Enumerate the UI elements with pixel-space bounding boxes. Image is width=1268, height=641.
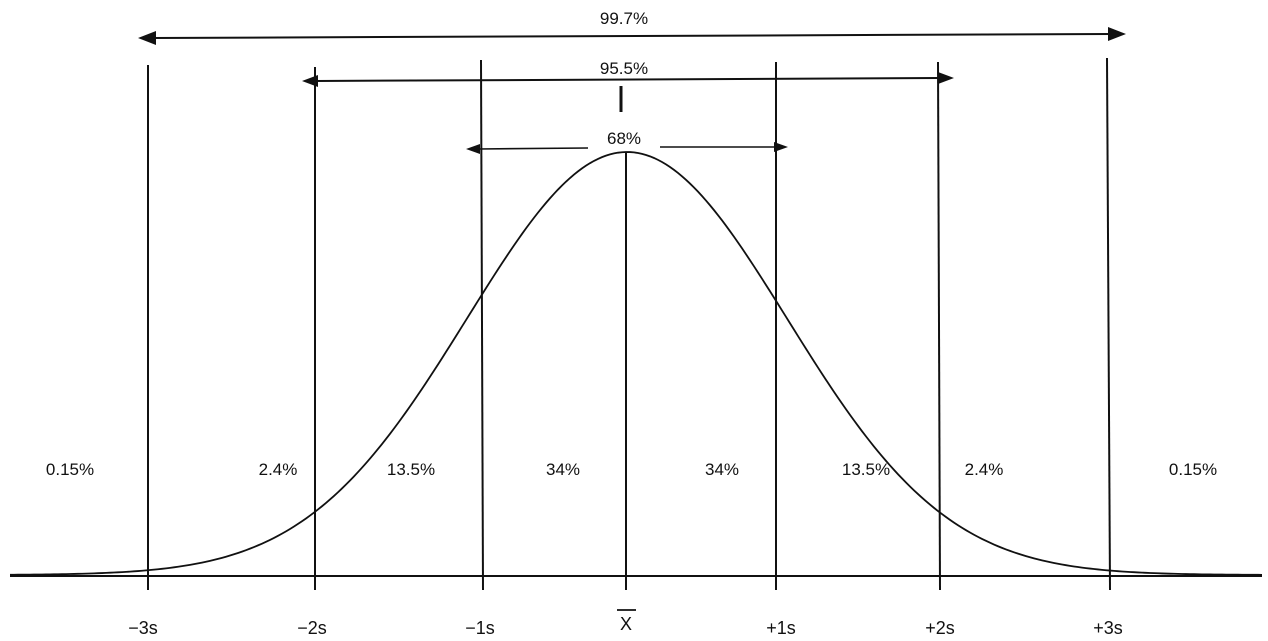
bracket-label-68: 68% (607, 129, 641, 148)
region-label-below-minus-3s: 0.15% (46, 460, 94, 479)
axis-label-plus-2s: +2s (925, 618, 955, 638)
region-label-above-plus-3s: 0.15% (1169, 460, 1217, 479)
region-label-minus-1s-to-mean: 34% (546, 460, 580, 479)
bracket-label-95-5: 95.5% (600, 59, 648, 78)
bracket-68: 68% (466, 129, 788, 154)
bracket-99-7: 99.7% (138, 9, 1126, 45)
axis-label-plus-1s: +1s (766, 618, 796, 638)
arrowhead-left (302, 75, 318, 87)
line-plus-2s (937, 61, 941, 591)
arrowhead-left (466, 144, 480, 154)
line-minus-1s (480, 59, 484, 591)
region-label-plus-1s-to-plus-2s: 13.5% (842, 460, 890, 479)
bracket-label-99-7: 99.7% (600, 9, 648, 28)
region-label-mean-to-plus-1s: 34% (705, 460, 739, 479)
arrowhead-right (1108, 27, 1126, 41)
region-label-minus-2s-to-minus-1s: 13.5% (387, 460, 435, 479)
bracket-95-5: 95.5% (302, 59, 954, 87)
region-label-plus-2s-to-plus-3s: 2.4% (965, 460, 1004, 479)
line-plus-3s (1106, 57, 1111, 591)
axis-label-plus-3s: +3s (1093, 618, 1123, 638)
axis-label-mean: X (620, 614, 632, 634)
arrowhead-right (938, 72, 954, 84)
axis-label-minus-2s: −2s (297, 618, 327, 638)
region-label-minus-3s-to-minus-2s: 2.4% (259, 460, 298, 479)
arrowhead-right (774, 142, 788, 152)
arrowhead-left (138, 31, 156, 45)
axis-label-minus-1s: −1s (465, 618, 495, 638)
axis-label-minus-3s: −3s (128, 618, 158, 638)
bell-curve (9, 151, 1263, 576)
